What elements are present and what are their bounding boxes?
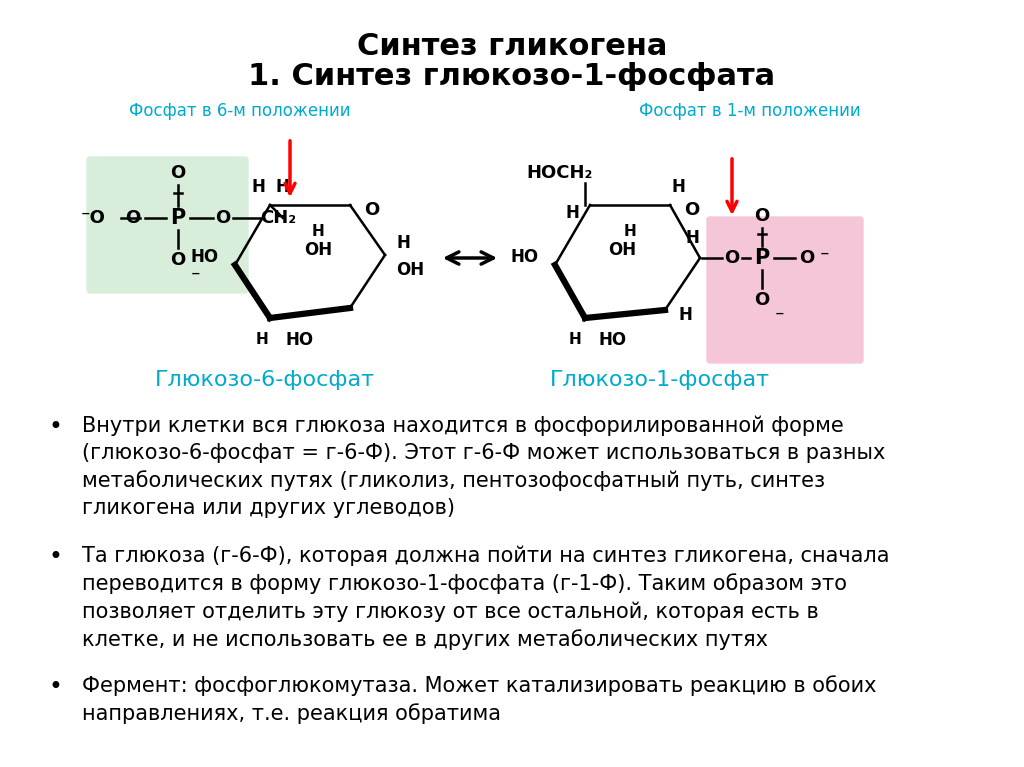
Text: H: H — [685, 229, 699, 247]
Text: O: O — [724, 249, 739, 267]
Text: •: • — [48, 545, 61, 569]
Text: Та глюкоза (г-6-Ф), которая должна пойти на синтез гликогена, сначала
переводитс: Та глюкоза (г-6-Ф), которая должна пойти… — [82, 545, 890, 650]
Text: Фермент: фосфоглюкомутаза. Может катализировать реакцию в обоих
направлениях, т.: Фермент: фосфоглюкомутаза. Может катализ… — [82, 675, 877, 724]
Text: P: P — [755, 248, 770, 268]
Text: H: H — [671, 178, 685, 196]
Text: H: H — [275, 178, 289, 196]
Text: H: H — [565, 204, 579, 222]
Text: Внутри клетки вся глюкоза находится в фосфорилированной форме
(глюкозо-6-фосфат : Внутри клетки вся глюкоза находится в фо… — [82, 415, 886, 518]
Text: •: • — [48, 675, 61, 699]
Text: H: H — [396, 234, 410, 252]
Text: OH: OH — [304, 241, 332, 259]
Text: •: • — [48, 415, 61, 439]
Text: ⁻O: ⁻O — [81, 209, 106, 227]
Text: ⁻: ⁻ — [775, 309, 784, 327]
Text: HO: HO — [511, 248, 539, 266]
Text: 1. Синтез глюкозо-1-фосфата: 1. Синтез глюкозо-1-фосфата — [249, 62, 775, 91]
FancyBboxPatch shape — [707, 217, 863, 363]
Text: Фосфат в 6-м положении: Фосфат в 6-м положении — [129, 102, 351, 120]
Text: HOCH₂: HOCH₂ — [526, 164, 593, 182]
Text: Глюкозо-6-фосфат: Глюкозо-6-фосфат — [155, 370, 375, 390]
Text: O: O — [755, 291, 770, 309]
Text: Глюкозо-1-фосфат: Глюкозо-1-фосфат — [550, 370, 770, 390]
Text: O: O — [215, 209, 230, 227]
Text: OH: OH — [396, 261, 424, 279]
Text: O: O — [125, 209, 140, 227]
Text: H: H — [251, 178, 265, 196]
Text: ⁻: ⁻ — [191, 269, 201, 287]
Text: HO: HO — [286, 331, 314, 349]
Text: O: O — [365, 201, 380, 219]
Text: O: O — [800, 249, 815, 267]
Text: HO: HO — [190, 248, 219, 266]
Text: H: H — [678, 306, 692, 324]
Text: H: H — [311, 225, 325, 239]
Text: H: H — [568, 333, 582, 347]
FancyBboxPatch shape — [87, 157, 248, 293]
Text: O: O — [755, 207, 770, 225]
Text: OH: OH — [608, 241, 636, 259]
Text: O: O — [684, 201, 699, 219]
Text: HO: HO — [599, 331, 627, 349]
Text: O: O — [170, 251, 185, 269]
Text: Фосфат в 1-м положении: Фосфат в 1-м положении — [639, 102, 861, 120]
Text: Синтез гликогена: Синтез гликогена — [356, 32, 668, 61]
Text: CH₂: CH₂ — [260, 209, 296, 227]
Text: O: O — [170, 164, 185, 182]
Text: P: P — [170, 208, 185, 228]
Text: H: H — [256, 333, 268, 347]
Text: H: H — [624, 225, 636, 239]
Text: ⁻: ⁻ — [820, 249, 829, 267]
